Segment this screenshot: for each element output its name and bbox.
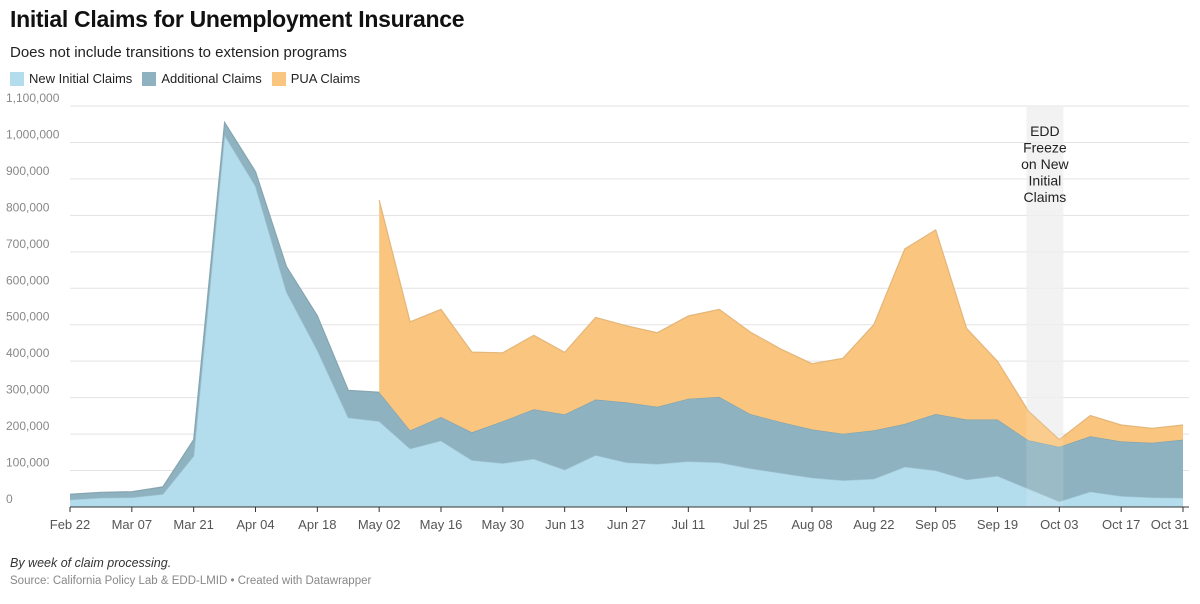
legend-swatch-pua-claims [271, 71, 286, 86]
annotation-band-overlay [1026, 106, 1064, 507]
y-tick-label: 900,000 [6, 164, 50, 178]
x-tick-label: Oct 17 [1102, 517, 1140, 532]
y-tick-label: 200,000 [6, 419, 50, 433]
x-tick-label: Feb 22 [50, 517, 90, 532]
x-tick-label: Apr 18 [298, 517, 336, 532]
y-tick-label: 100,000 [6, 456, 50, 470]
chart-title: Initial Claims for Unemployment Insuranc… [10, 6, 465, 32]
x-tick-label: May 30 [482, 517, 525, 532]
x-tick-label: Jun 13 [545, 517, 584, 532]
annotation-text-line: Claims [1023, 189, 1066, 205]
area-new-initial-claims [70, 135, 1183, 507]
legend-item-new-initial-claims: New Initial Claims [10, 71, 132, 86]
y-tick-label: 400,000 [6, 346, 50, 360]
chart-subtitle: Does not include transitions to extensio… [10, 44, 347, 61]
x-tick-label: Jul 11 [671, 517, 705, 532]
x-tick-label: Sep 19 [977, 517, 1018, 532]
y-tick-label: 700,000 [6, 237, 50, 251]
x-tick-label: Mar 07 [112, 517, 152, 532]
x-tick-label: Sep 05 [915, 517, 956, 532]
legend-label-new-initial-claims: New Initial Claims [29, 71, 133, 86]
x-tick-label: Aug 08 [791, 517, 832, 532]
annotation-text-line: on New [1021, 156, 1069, 172]
legend: New Initial Claims Additional Claims PUA… [10, 71, 370, 86]
y-tick-label: 300,000 [6, 383, 50, 397]
y-tick-label: 600,000 [6, 273, 50, 287]
legend-label-pua-claims: PUA Claims [290, 71, 361, 86]
source-name: California Policy Lab & EDD-LMID [52, 575, 228, 587]
x-tick-label: May 02 [358, 517, 401, 532]
y-tick-label: 1,000,000 [6, 127, 60, 141]
y-tick-label: 500,000 [6, 310, 50, 324]
annotation-text-line: Initial [1029, 173, 1062, 189]
legend-item-pua-claims: PUA Claims [271, 71, 361, 86]
source-separator: • [227, 575, 238, 587]
x-tick-label: Jun 27 [607, 517, 646, 532]
y-tick-label: 800,000 [6, 200, 50, 214]
series-line-pua-claims [378, 199, 1184, 441]
legend-swatch-additional-claims [142, 71, 157, 86]
credit-text: Created with Datawrapper [237, 575, 372, 587]
area-pua-claims [379, 200, 1183, 447]
x-tick-label: Aug 22 [853, 517, 894, 532]
y-tick-label: 1,100,000 [6, 91, 60, 105]
x-tick-label: May 16 [420, 517, 463, 532]
x-tick-label: Jul 25 [733, 517, 768, 532]
footnote: By week of claim processing. [10, 556, 172, 570]
legend-item-additional-claims: Additional Claims [142, 71, 262, 86]
annotation-text-line: Freeze [1023, 140, 1067, 156]
x-tick-label: Apr 04 [236, 517, 274, 532]
x-tick-label: Oct 03 [1040, 517, 1078, 532]
legend-label-additional-claims: Additional Claims [161, 71, 262, 86]
x-tick-label: Oct 31 [1151, 517, 1189, 532]
x-tick-label: Mar 21 [173, 517, 213, 532]
source-label: Source: [10, 575, 53, 587]
y-tick-label: 0 [6, 492, 13, 506]
source-line: Source: California Policy Lab & EDD-LMID… [10, 575, 371, 587]
legend-swatch-new-initial-claims [10, 71, 24, 86]
area-additional-claims [70, 122, 1183, 502]
annotation-text-line: EDD [1030, 123, 1060, 139]
